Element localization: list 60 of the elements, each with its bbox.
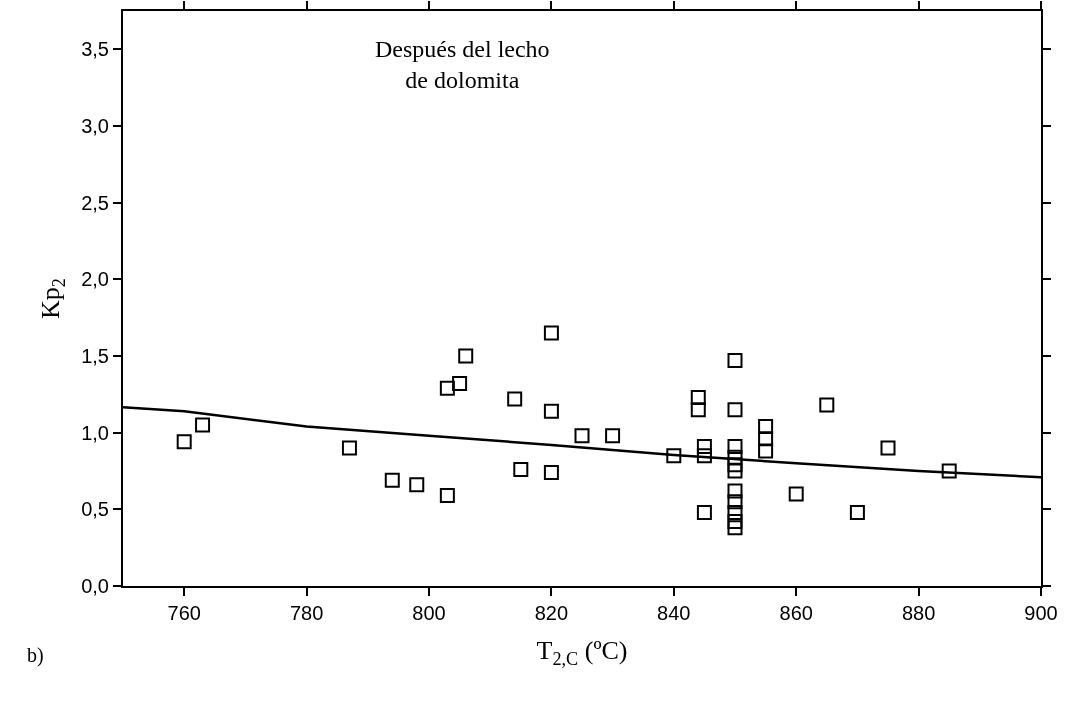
point	[439, 380, 455, 396]
y-tick-label: 3,0	[81, 115, 109, 137]
point	[941, 463, 957, 479]
point	[690, 389, 706, 405]
y-tick-label: 0,5	[81, 498, 109, 521]
y-tick-label: 3,5	[81, 38, 109, 61]
annotation: Después del lecho de dolomita	[375, 36, 550, 94]
point	[513, 461, 529, 477]
point	[819, 397, 835, 413]
point	[666, 448, 682, 464]
text: b)	[27, 644, 44, 667]
point	[439, 488, 455, 504]
point	[788, 486, 804, 502]
x-tick-label: 820	[534, 602, 569, 624]
point	[696, 448, 712, 464]
point	[341, 440, 357, 456]
point	[727, 520, 743, 536]
point	[727, 438, 743, 454]
y-tick-label: 2,0	[81, 268, 109, 291]
x-tick-label: 840	[657, 602, 691, 624]
point	[543, 325, 559, 341]
point	[727, 402, 743, 418]
x-tick-label: 780	[289, 602, 324, 624]
point	[543, 403, 559, 419]
point	[727, 463, 743, 479]
point	[543, 465, 559, 481]
point	[758, 419, 774, 435]
x-tick-label: 760	[167, 602, 201, 624]
point	[384, 472, 400, 488]
point	[452, 376, 468, 392]
y-tick-label: 0,0	[81, 575, 109, 597]
point	[696, 438, 712, 454]
point	[574, 428, 590, 444]
point	[727, 483, 743, 499]
x-tick-label: 860	[779, 602, 813, 624]
point	[605, 428, 621, 444]
x-axis-title: T$_{2,C}$ (ºC)	[536, 636, 628, 669]
x-tick-label: 800	[412, 602, 446, 624]
point	[409, 477, 425, 493]
point	[727, 353, 743, 369]
point	[727, 449, 743, 465]
point	[727, 494, 743, 510]
point	[690, 402, 706, 418]
point	[758, 431, 774, 447]
y-tick-label: 1,5	[81, 345, 109, 367]
point	[727, 514, 743, 530]
x-tick-label: 880	[901, 602, 936, 624]
x-tick-label: 900	[1024, 602, 1058, 624]
point	[507, 391, 523, 407]
point	[849, 504, 865, 520]
y-tick-label: 1,0	[81, 421, 109, 444]
point	[458, 348, 474, 364]
point	[176, 434, 192, 450]
point	[758, 443, 774, 459]
y-tick-label: 2,5	[81, 191, 109, 214]
point	[195, 417, 211, 433]
point	[880, 440, 896, 456]
point	[727, 504, 743, 520]
point	[727, 457, 743, 473]
point	[696, 504, 712, 520]
